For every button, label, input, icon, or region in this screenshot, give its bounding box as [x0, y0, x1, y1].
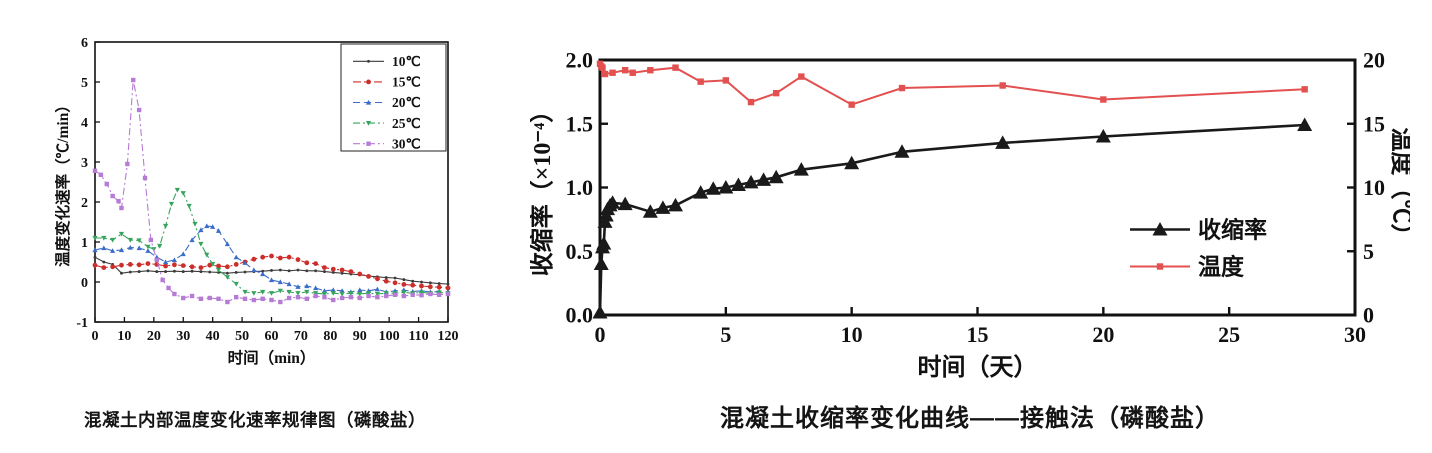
svg-text:30℃: 30℃ [392, 136, 422, 151]
svg-text:20: 20 [147, 329, 161, 344]
svg-text:1.5: 1.5 [566, 111, 594, 136]
svg-text:5: 5 [1363, 239, 1374, 264]
svg-text:40: 40 [206, 329, 220, 344]
shrinkage-temperature-chart: 0 5 10 15 20 25 30 0.0 0.5 1.0 1.5 2.0 0 5 10 15 20 时间（天）… [530, 48, 1410, 381]
svg-text:15: 15 [967, 322, 989, 347]
svg-text:0: 0 [1363, 303, 1374, 328]
svg-text:25: 25 [1218, 322, 1240, 347]
svg-text:20: 20 [1363, 48, 1385, 73]
svg-text:20: 20 [1092, 322, 1114, 347]
svg-text:1: 1 [81, 236, 88, 251]
svg-text:80: 80 [323, 329, 337, 344]
svg-text:50: 50 [235, 329, 249, 344]
svg-text:收缩率: 收缩率 [1198, 217, 1267, 243]
svg-text:10: 10 [117, 329, 131, 344]
svg-text:0: 0 [81, 276, 88, 291]
svg-text:5: 5 [720, 322, 731, 347]
svg-text:60: 60 [265, 329, 279, 344]
svg-text:时间（min）: 时间（min） [228, 348, 316, 367]
svg-text:120: 120 [438, 329, 459, 344]
svg-text:3: 3 [81, 156, 88, 171]
svg-text:10: 10 [841, 322, 863, 347]
svg-text:0: 0 [92, 329, 99, 344]
svg-text:10℃: 10℃ [392, 54, 422, 69]
svg-text:4: 4 [81, 116, 88, 131]
svg-text:70: 70 [294, 329, 308, 344]
svg-text:温度（℃）: 温度（℃） [1388, 128, 1410, 248]
svg-text:温度: 温度 [1198, 254, 1245, 280]
shrinkage-figure: 0 5 10 15 20 25 30 0.0 0.5 1.0 1.5 2.0 0 5 10 15 20 时间（天）… [530, 25, 1410, 390]
svg-text:30: 30 [176, 329, 190, 344]
svg-text:10: 10 [1363, 175, 1385, 200]
svg-text:5: 5 [81, 76, 88, 91]
temperature-rate-caption: 混凝土内部温度变化速率规律图（磷酸盐） [84, 410, 426, 430]
svg-text:110: 110 [408, 329, 428, 344]
svg-text:20℃: 20℃ [392, 95, 422, 110]
svg-text:-1: -1 [76, 316, 88, 331]
svg-text:2: 2 [81, 196, 88, 211]
svg-text:30: 30 [1344, 322, 1366, 347]
svg-text:0.0: 0.0 [566, 303, 594, 328]
svg-text:0: 0 [595, 322, 606, 347]
svg-text:15℃: 15℃ [392, 75, 422, 90]
svg-text:温度变化速率（℃/min）: 温度变化速率（℃/min） [55, 97, 72, 267]
svg-text:收缩率（×10⁻⁴）: 收缩率（×10⁻⁴） [530, 99, 556, 277]
svg-text:0.5: 0.5 [566, 239, 594, 264]
shrinkage-caption: 混凝土收缩率变化曲线——接触法（磷酸盐） [720, 405, 1220, 432]
svg-text:100: 100 [379, 329, 400, 344]
svg-text:1.0: 1.0 [566, 175, 594, 200]
svg-text:15: 15 [1363, 111, 1385, 136]
svg-text:6: 6 [81, 36, 88, 51]
svg-text:时间（天）: 时间（天） [918, 354, 1038, 381]
svg-text:90: 90 [353, 329, 367, 344]
svg-text:25℃: 25℃ [392, 116, 422, 131]
temperature-rate-figure: 0 10 20 30 40 50 60 70 80 90 100 110 120 -1 0 1 2 3 4 5 6 时间（… [55, 25, 465, 390]
svg-text:2.0: 2.0 [566, 48, 594, 73]
temperature-rate-chart: 0 10 20 30 40 50 60 70 80 90 100 110 120 -1 0 1 2 3 4 5 6 时间（… [55, 36, 459, 367]
